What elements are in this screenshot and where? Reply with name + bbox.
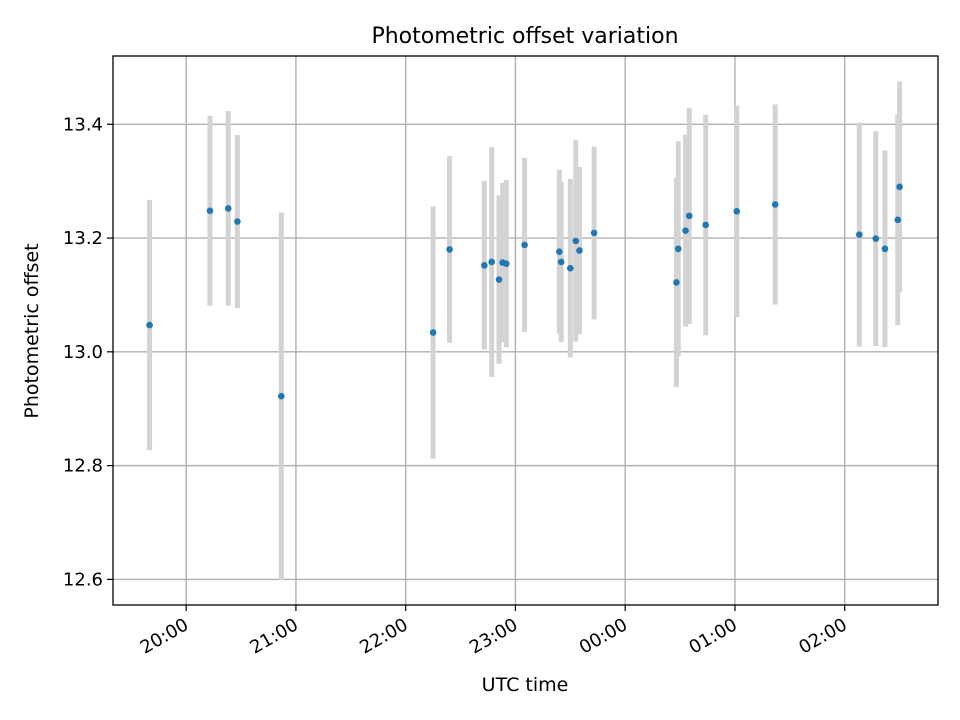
plot-frame xyxy=(112,55,939,606)
data-point xyxy=(234,218,241,225)
data-point xyxy=(673,279,680,286)
data-point xyxy=(481,262,488,269)
chart-title: Photometric offset variation xyxy=(371,24,678,49)
data-point xyxy=(733,208,741,215)
data-point xyxy=(590,229,598,237)
data-point xyxy=(277,392,285,400)
data-point xyxy=(576,247,583,254)
y-tick-label: 12.8 xyxy=(63,456,103,477)
x-tick-label: 01:00 xyxy=(686,614,741,658)
x-tick-label: 22:00 xyxy=(356,614,411,658)
data-point xyxy=(896,183,903,191)
data-point xyxy=(446,246,453,253)
y-tick-label: 12.6 xyxy=(63,569,103,590)
error-bars xyxy=(147,81,903,580)
y-axis-label: Photometric offset xyxy=(21,243,43,418)
x-tick-label: 21:00 xyxy=(247,614,302,658)
data-point xyxy=(702,221,709,229)
x-tick-label: 20:00 xyxy=(137,614,192,658)
data-point xyxy=(488,258,495,266)
data-point xyxy=(894,216,902,224)
data-points xyxy=(146,183,903,400)
x-tick-label: 00:00 xyxy=(576,614,631,658)
data-point xyxy=(495,276,503,283)
x-tick-label: 23:00 xyxy=(466,614,521,658)
data-point xyxy=(557,258,565,266)
x-axis-ticks: 20:00 21:00 22:00 23:00 00:00 01:00 02:00 xyxy=(137,605,851,658)
data-point xyxy=(429,329,437,336)
data-point xyxy=(224,205,232,212)
data-point xyxy=(567,264,574,272)
data-point xyxy=(682,227,689,234)
y-tick-label: 13.0 xyxy=(63,342,103,363)
data-point xyxy=(856,231,863,238)
data-point xyxy=(685,212,693,220)
data-point xyxy=(872,235,880,242)
data-point xyxy=(521,241,528,249)
x-tick-label: 02:00 xyxy=(795,614,850,658)
y-axis-ticks: 12.6 12.8 13.0 13.2 13.4 xyxy=(63,114,113,590)
data-point xyxy=(206,207,214,215)
y-tick-label: 13.2 xyxy=(63,228,103,249)
data-point xyxy=(674,245,682,253)
data-point xyxy=(146,321,153,329)
y-tick-label: 13.4 xyxy=(63,114,103,135)
data-point xyxy=(771,201,779,208)
data-point xyxy=(572,237,580,245)
data-point xyxy=(502,260,510,267)
data-point xyxy=(881,245,889,253)
x-axis-label: UTC time xyxy=(482,674,569,696)
data-point xyxy=(556,248,563,256)
